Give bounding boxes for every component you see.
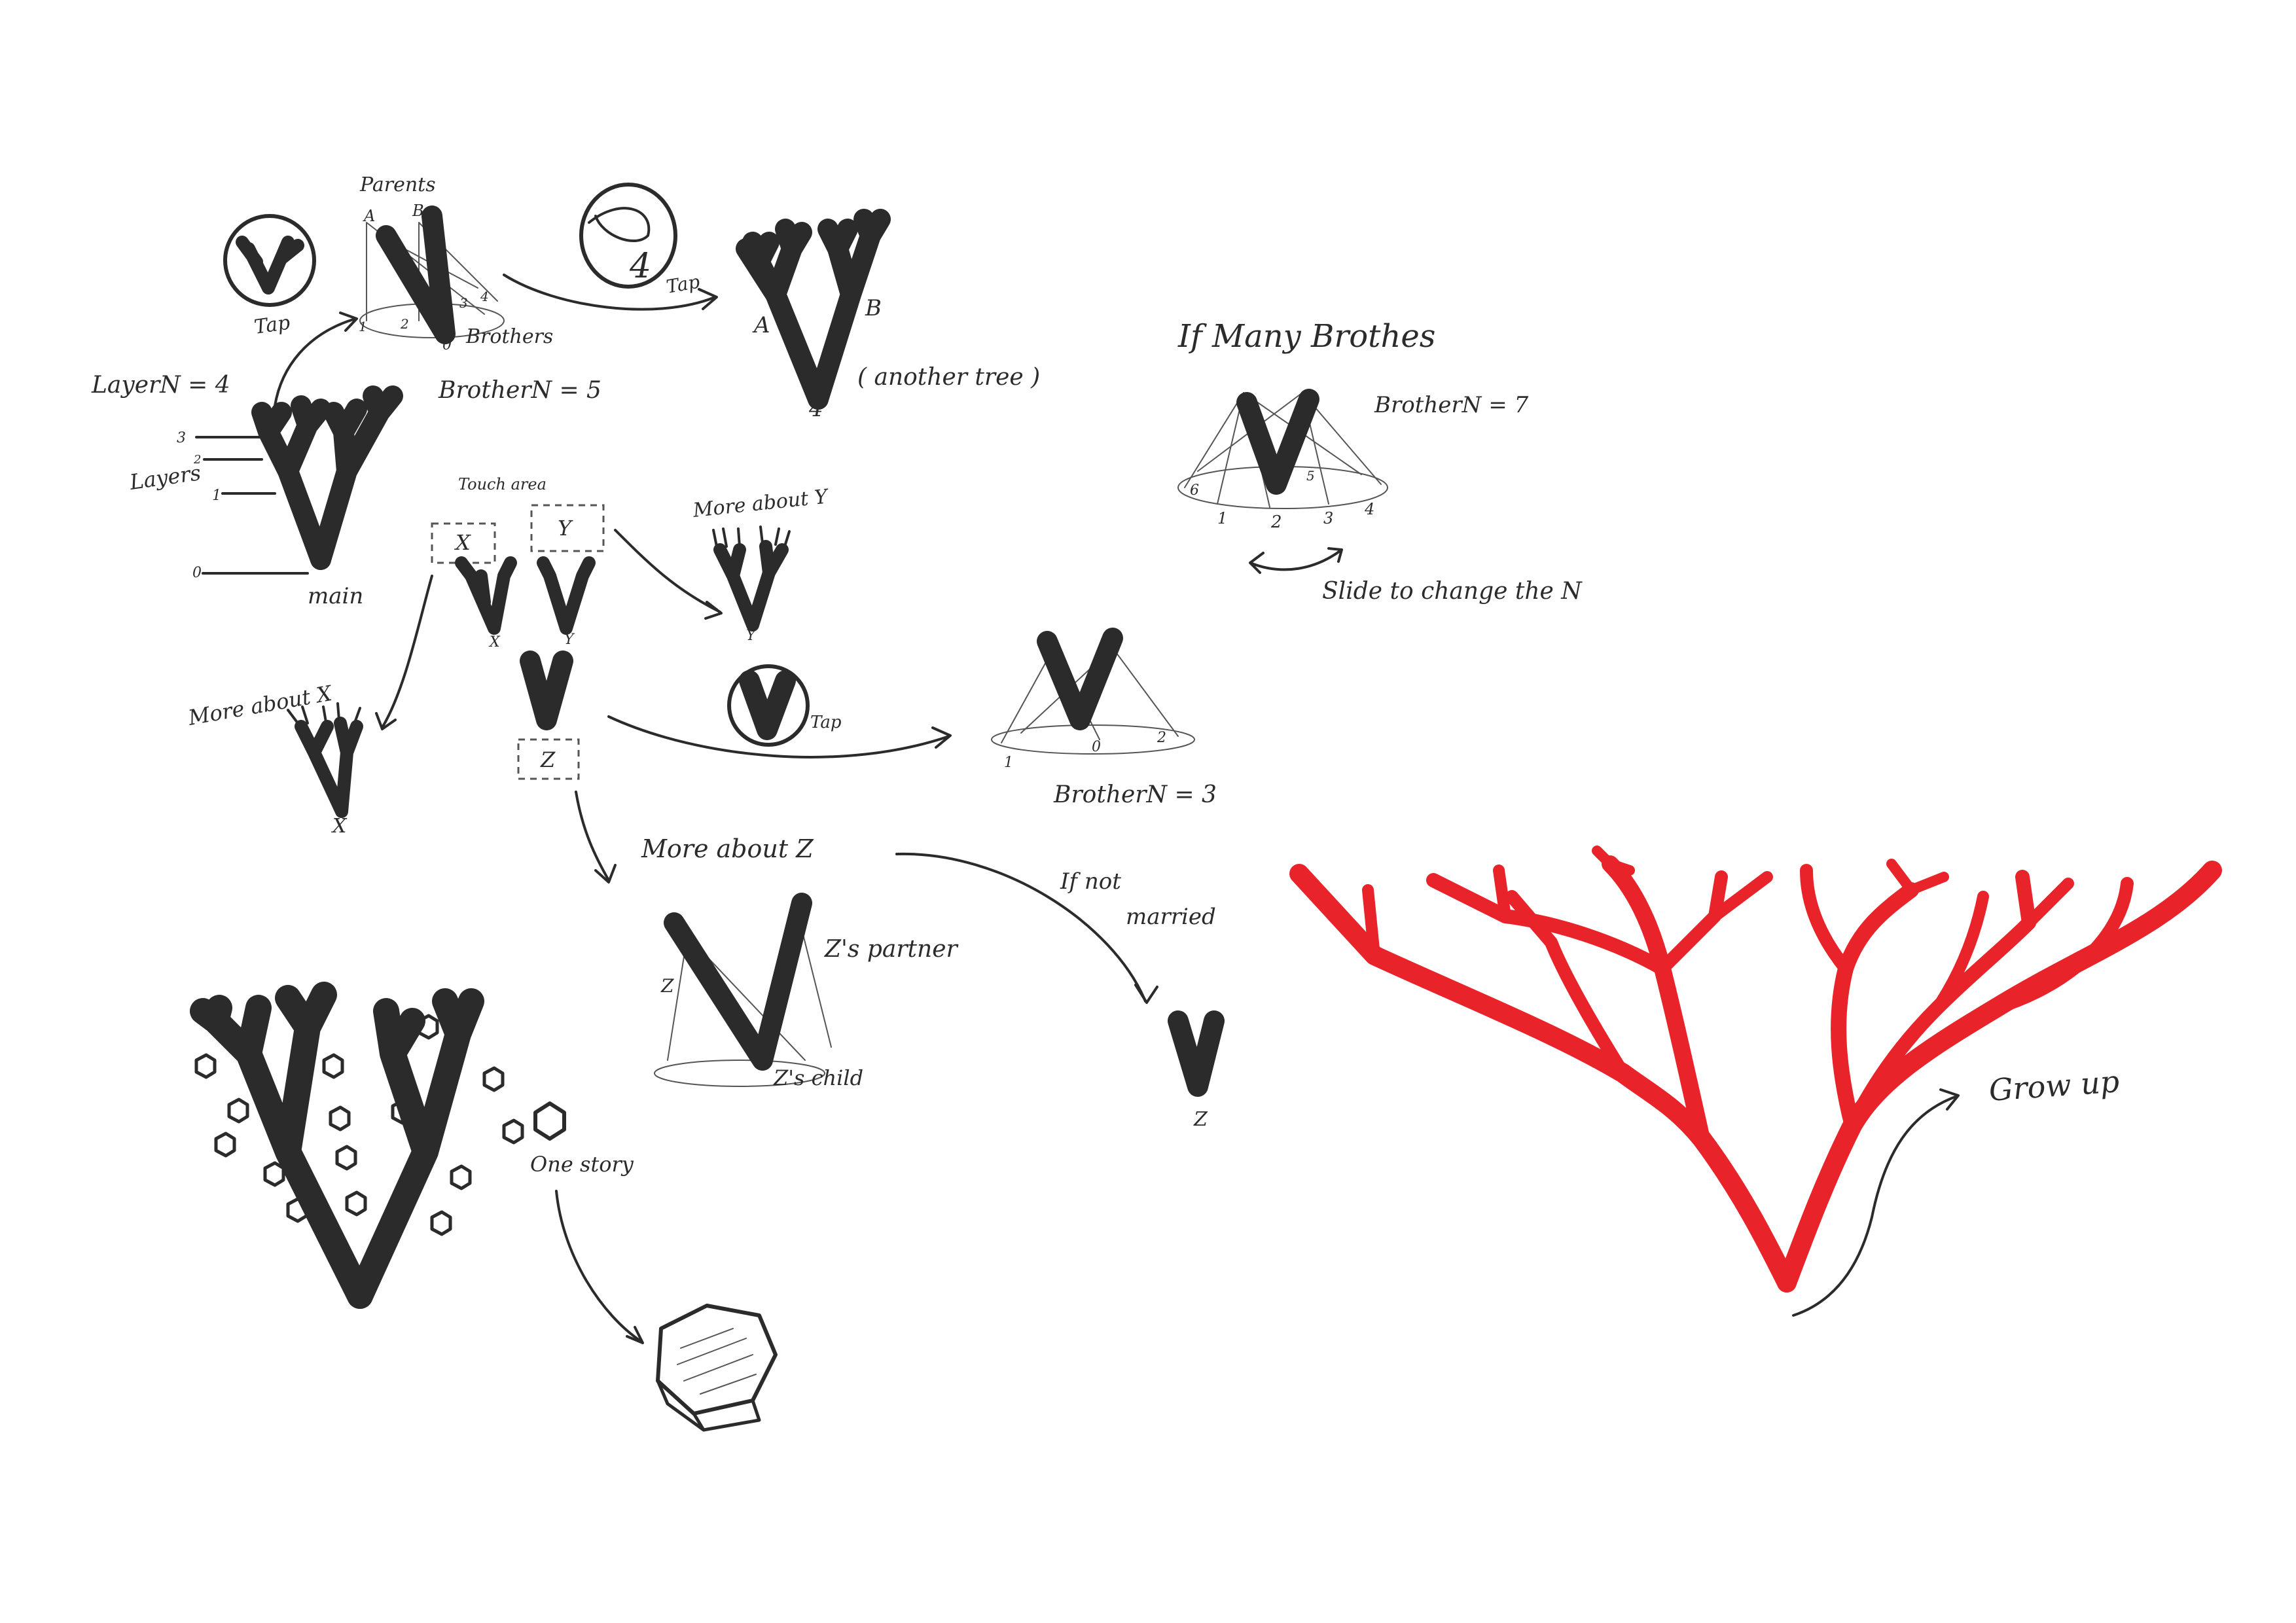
- arrow-to-if-not-married: [895, 852, 1147, 1003]
- many-tick-6: 6: [1190, 482, 1199, 499]
- many-tick-5: 5: [1306, 468, 1315, 484]
- tap-circle-icon: [223, 214, 316, 307]
- if-not-married-label: If not: [1060, 868, 1121, 895]
- main-label: main: [308, 583, 363, 609]
- if-many-brothers-label: If Many Brothes: [1177, 318, 1435, 355]
- arrow-to-another-tree: [503, 274, 715, 311]
- parent-a-small-label: A: [363, 207, 375, 225]
- many-tick-1: 1: [1217, 509, 1227, 527]
- three-tick-2: 2: [1157, 730, 1166, 746]
- touch-children-trees: [455, 556, 596, 635]
- many-tick-4: 4: [1364, 500, 1374, 518]
- touch-z-label: Z: [540, 747, 556, 772]
- touch-area-label: Touch area: [458, 475, 547, 493]
- child-x-label: X: [488, 634, 501, 651]
- another-tree-drawing: [736, 209, 891, 410]
- tree-a-label: A: [752, 312, 770, 338]
- layer-guide-lines: [195, 436, 309, 575]
- touch-area-z-box[interactable]: [517, 738, 580, 780]
- brother-n-7-label: BrotherN = 7: [1374, 392, 1528, 418]
- another-tree-label: ( another tree ): [857, 364, 1040, 391]
- bro-tick-3: 3: [459, 295, 468, 311]
- arrow-to-more-about-x: [382, 575, 433, 728]
- one-story-label: One story: [530, 1152, 634, 1177]
- tree-4-label: 4: [808, 396, 823, 422]
- z-bottom-label: Z: [1193, 1108, 1208, 1131]
- tap-circle-3-icon: [727, 664, 810, 747]
- more-about-z-cone-diagram: [654, 893, 832, 1087]
- many-tick-2: 2: [1270, 512, 1282, 532]
- arrow-to-story-block: [555, 1190, 643, 1343]
- arrow-to-more-about-y: [614, 529, 721, 613]
- three-tick-1: 1: [1004, 755, 1013, 771]
- slide-double-arrow: [1249, 547, 1343, 574]
- parent-b-small-label: B: [412, 202, 424, 220]
- z-partner-label: Z's partner: [824, 936, 959, 963]
- grow-up-label: Grow up: [1988, 1063, 2121, 1108]
- arrow-to-more-about-z: [575, 791, 610, 882]
- badge-4-circle-icon: [579, 183, 677, 289]
- layer-tick-1: 1: [212, 488, 221, 504]
- more-about-y-label: More about Y: [691, 485, 831, 522]
- touch-area-y-box[interactable]: [530, 504, 605, 552]
- brother-n-3-label: BrotherN = 3: [1053, 781, 1217, 808]
- grow-up-arrow: [1792, 1095, 1958, 1317]
- bro-tick-0: 0: [442, 337, 452, 353]
- more-about-y-child-label: Y: [746, 628, 757, 644]
- bro-tick-4: 4: [480, 289, 489, 304]
- more-about-z-label: More about Z: [641, 834, 814, 863]
- bro-tick-1: 1: [359, 319, 367, 334]
- z-left-label: Z: [660, 975, 674, 997]
- touch-y-label: Y: [558, 516, 573, 541]
- many-tick-3: 3: [1323, 509, 1333, 527]
- arrow-to-parents: [274, 318, 355, 407]
- main-tree-drawing: [251, 385, 403, 570]
- story-block-hexagon-icon: [656, 1304, 778, 1432]
- more-about-y-tree: [712, 526, 791, 632]
- layers-label: Layers: [128, 460, 202, 495]
- child-y-label: Y: [564, 632, 575, 648]
- story-hexagon-icon: [533, 1101, 566, 1141]
- more-about-x-label: More about X: [186, 681, 334, 730]
- more-about-x-tree: [287, 702, 363, 818]
- big-tree-with-stories: [190, 982, 524, 1309]
- parents-label: Parents: [359, 173, 436, 196]
- bro-tick-2: 2: [400, 316, 409, 332]
- layer-tick-2: 2: [193, 453, 201, 467]
- layer-tick-3: 3: [177, 430, 186, 446]
- arrow-to-brother-n-3: [607, 715, 950, 758]
- three-tick-0: 0: [1092, 739, 1101, 755]
- red-growth-tree: [1289, 846, 2222, 1293]
- z-child-label: Z's child: [773, 1065, 863, 1090]
- tap-label-3: Tap: [810, 713, 842, 732]
- tree-b-label: B: [865, 295, 882, 321]
- tap-label-2: Tap: [664, 271, 701, 298]
- many-brothers-cone-diagram: [1177, 389, 1388, 509]
- parents-cone-diagram: [359, 205, 505, 344]
- tap-label-1: Tap: [253, 312, 291, 339]
- touch-x-label: X: [454, 530, 471, 555]
- z-single-v: [1168, 1010, 1225, 1097]
- if-not-married-label-2: married: [1126, 904, 1216, 930]
- brothers-label: Brothers: [465, 325, 553, 348]
- more-about-x-child-label: X: [331, 815, 348, 838]
- touch-main-v: [520, 651, 573, 730]
- brother-n-5-label: BrotherN = 5: [438, 377, 601, 404]
- slide-to-change-label: Slide to change the N: [1322, 578, 1583, 605]
- brother-n-3-cone-diagram: [991, 628, 1195, 755]
- layer-n-label: LayerN = 4: [91, 372, 230, 399]
- layer-tick-0: 0: [192, 565, 202, 581]
- badge-4-number: 4: [629, 247, 651, 286]
